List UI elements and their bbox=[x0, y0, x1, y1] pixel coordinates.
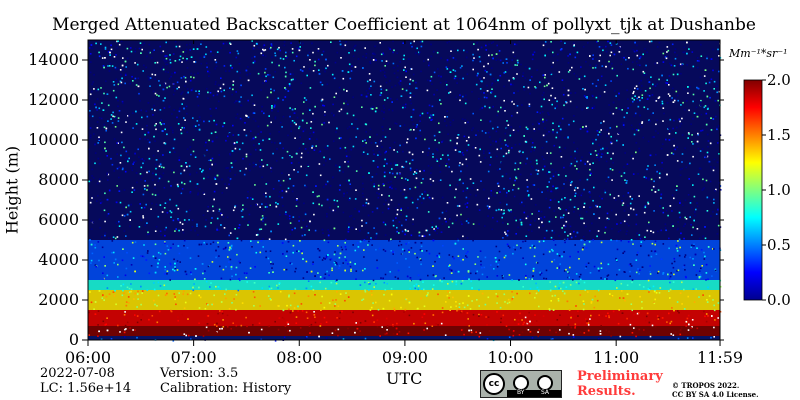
backscatter-layer bbox=[88, 326, 720, 336]
x-tick-label: 08:00 bbox=[276, 348, 322, 367]
y-axis: 0 2000 4000 6000 8000 10000 12000 14000 bbox=[28, 50, 724, 349]
cc-badge-bar: BY SA bbox=[507, 389, 561, 397]
preliminary-notice: Preliminary Results. bbox=[577, 369, 663, 399]
footer-version: Version: 3.5 bbox=[160, 366, 239, 381]
x-tick-label: 06:00 bbox=[65, 348, 111, 367]
y-tick-label: 2000 bbox=[38, 290, 79, 309]
y-tick-label: 6000 bbox=[38, 210, 79, 229]
x-axis: 06:00 07:00 08:00 09:00 10:00 11:00 11:59 bbox=[65, 40, 743, 367]
y-tick-label: 12000 bbox=[28, 90, 79, 109]
colorbar-unit: Mm⁻¹*sr⁻¹ bbox=[729, 47, 788, 60]
backscatter-layer bbox=[88, 240, 720, 280]
colorbar-tick-label: 1.5 bbox=[767, 126, 791, 144]
x-tick-label: 11:00 bbox=[593, 348, 639, 367]
colorbar-tick-label: 2.0 bbox=[767, 71, 791, 89]
copyright-notice: © TROPOS 2022. CC BY SA 4.0 License. bbox=[672, 381, 759, 399]
copyright-line-1: © TROPOS 2022. bbox=[672, 381, 740, 390]
backscatter-layer bbox=[88, 310, 720, 326]
x-tick-label: 10:00 bbox=[487, 348, 533, 367]
y-axis-label: Height (m) bbox=[2, 145, 22, 235]
colorbar-axis: 0.0 0.5 1.0 1.5 2.0 bbox=[762, 71, 791, 309]
cc-icon: cc bbox=[483, 373, 505, 395]
colorbar-tick-label: 0.5 bbox=[767, 236, 791, 254]
backscatter-layer bbox=[88, 290, 720, 310]
y-tick-label: 4000 bbox=[38, 250, 79, 269]
copyright-line-2: CC BY SA 4.0 License. bbox=[672, 390, 759, 399]
x-tick-label: 09:00 bbox=[382, 348, 428, 367]
by-label: BY bbox=[517, 389, 525, 396]
chart-title: Merged Attenuated Backscatter Coefficien… bbox=[52, 15, 756, 35]
x-tick-label: 07:00 bbox=[171, 348, 217, 367]
y-tick-label: 14000 bbox=[28, 50, 79, 69]
footer-lc: LC: 1.56e+14 bbox=[40, 381, 132, 396]
colorbar-tick-label: 1.0 bbox=[767, 181, 791, 199]
footer-calibration: Calibration: History bbox=[160, 381, 292, 396]
y-tick-label: 10000 bbox=[28, 130, 79, 149]
colorbar-tick-label: 0.0 bbox=[767, 291, 791, 309]
y-tick-label: 0 bbox=[69, 330, 79, 349]
cc-license-badge[interactable]: cc BY SA bbox=[480, 370, 562, 398]
backscatter-layer bbox=[88, 336, 720, 340]
colorbar bbox=[743, 79, 763, 301]
backscatter-layer bbox=[88, 280, 720, 290]
x-axis-label: UTC bbox=[386, 369, 423, 388]
footer-date: 2022-07-08 bbox=[40, 366, 115, 381]
sa-label: SA bbox=[541, 389, 550, 396]
plot-frame bbox=[87, 39, 721, 341]
y-tick-label: 8000 bbox=[38, 170, 79, 189]
x-tick-label: 11:59 bbox=[697, 348, 743, 367]
backscatter-noise bbox=[88, 40, 722, 342]
